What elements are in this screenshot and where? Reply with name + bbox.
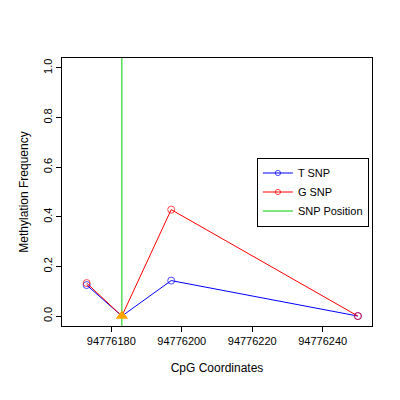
svg-text:G SNP: G SNP bbox=[298, 186, 332, 198]
svg-text:94776240: 94776240 bbox=[298, 335, 347, 347]
svg-text:94776220: 94776220 bbox=[228, 335, 277, 347]
svg-text:T SNP: T SNP bbox=[298, 167, 330, 179]
svg-text:0.0: 0.0 bbox=[42, 307, 54, 322]
svg-text:CpG Coordinates: CpG Coordinates bbox=[171, 361, 264, 375]
svg-text:0.2: 0.2 bbox=[42, 257, 54, 272]
svg-text:1.0: 1.0 bbox=[42, 59, 54, 74]
svg-text:94776200: 94776200 bbox=[157, 335, 206, 347]
svg-text:94776180: 94776180 bbox=[87, 335, 136, 347]
svg-text:0.6: 0.6 bbox=[42, 158, 54, 173]
svg-text:0.8: 0.8 bbox=[42, 108, 54, 123]
svg-text:SNP Position: SNP Position bbox=[298, 205, 363, 217]
svg-text:Methylation Frequency: Methylation Frequency bbox=[17, 131, 31, 252]
svg-text:0.4: 0.4 bbox=[42, 208, 54, 223]
